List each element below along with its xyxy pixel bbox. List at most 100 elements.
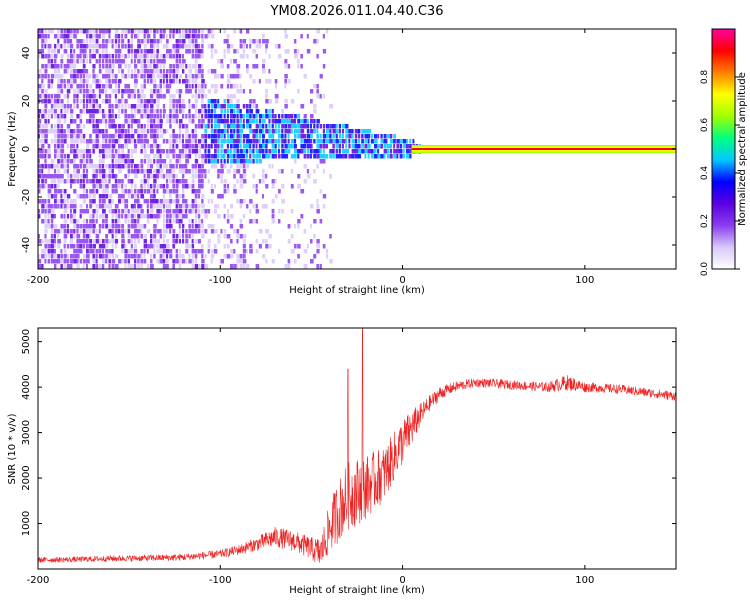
heatmap-cell [313, 39, 317, 44]
heatmap-cell [191, 64, 196, 69]
heatmap-cell [226, 244, 230, 249]
heatmap-cell [143, 144, 146, 149]
heatmap-cell [111, 134, 115, 139]
heatmap-cell [306, 144, 311, 149]
heatmap-cell [278, 144, 280, 149]
heatmap-cell [130, 134, 135, 139]
heatmap-cell [50, 194, 54, 199]
heatmap-cell [172, 44, 176, 49]
heatmap-cell [57, 94, 61, 99]
heatmap-cell [201, 244, 204, 249]
heatmap-cell [134, 164, 138, 169]
heatmap-cell [111, 234, 114, 239]
heatmap-cell [319, 134, 322, 139]
heatmap-cell [390, 134, 393, 139]
heatmap-cell [214, 109, 217, 114]
heatmap-cell [175, 139, 179, 144]
heatmap-cell [150, 29, 152, 34]
colorbar-tick-label: 0.6 [700, 118, 710, 133]
heatmap-cell [92, 129, 96, 134]
heatmap-cell [66, 79, 71, 84]
heatmap-cell [201, 34, 204, 39]
heatmap-cell [54, 49, 57, 54]
heatmap-cell [194, 239, 199, 244]
heatmap-cell [130, 94, 135, 99]
heatmap-cell [204, 109, 208, 114]
heatmap-cell [66, 124, 71, 129]
heatmap-cell [338, 134, 342, 139]
heatmap-cell [38, 179, 40, 184]
heatmap-cell [108, 194, 113, 199]
heatmap-cell [182, 194, 185, 199]
heatmap-cell [348, 129, 352, 134]
heatmap-cell [156, 214, 161, 219]
heatmap-cell [98, 59, 101, 64]
heatmap-cell [159, 214, 162, 219]
heatmap-cell [114, 54, 118, 59]
heatmap-cell [86, 204, 88, 209]
heatmap-cell [92, 54, 96, 59]
heatmap-cell [111, 199, 115, 204]
heatmap-cell [316, 139, 320, 144]
heatmap-cell [351, 134, 354, 139]
heatmap-cell [54, 264, 57, 269]
heatmap-cell [303, 149, 307, 154]
heatmap-cell [230, 94, 234, 99]
heatmap-cell [303, 144, 307, 149]
heatmap-cell [118, 184, 121, 189]
heatmap-cell [175, 154, 180, 159]
heatmap-cell [166, 204, 170, 209]
heatmap-cell [121, 214, 124, 219]
heatmap-cell [134, 79, 138, 84]
heatmap-cell [316, 239, 320, 244]
heatmap-cell [268, 69, 271, 74]
heatmap-cell [159, 64, 162, 69]
heatmap-cell [137, 229, 141, 234]
heatmap-cell [102, 254, 105, 259]
snr-y-tick-label: 1000 [21, 511, 32, 536]
heatmap-cell [242, 214, 246, 219]
heatmap-cell [290, 154, 295, 159]
heatmap-cell [156, 144, 160, 149]
heatmap-cell [175, 219, 180, 224]
heatmap-cell [70, 239, 74, 244]
heatmap-cell [98, 214, 103, 219]
heatmap-cell [143, 69, 148, 74]
heatmap-cell [166, 49, 170, 54]
heatmap-cell [358, 154, 362, 159]
heatmap-cell [105, 149, 109, 154]
heatmap-cell [124, 74, 128, 79]
heatmap-cell [236, 259, 240, 264]
heatmap-cell [143, 74, 146, 79]
heatmap-cell [242, 104, 246, 109]
heatmap-cell [130, 239, 134, 244]
heatmap-cell [217, 139, 220, 144]
heatmap-cell [364, 154, 367, 159]
heatmap-cell [230, 74, 234, 79]
heatmap-cell [332, 144, 335, 149]
heatmap-cell [172, 184, 176, 189]
heatmap-cell [255, 114, 258, 119]
heatmap-cell [262, 144, 266, 149]
heatmap-cell [95, 239, 100, 244]
heatmap-cell [182, 204, 186, 209]
heatmap-cell [236, 234, 239, 239]
heatmap-cell [89, 229, 92, 234]
heatmap-cell [233, 264, 237, 269]
heatmap-cell [207, 44, 212, 49]
heatmap-cell [63, 34, 68, 39]
heatmap-cell [50, 219, 54, 224]
heatmap-cell [98, 239, 102, 244]
heatmap-cell [57, 199, 61, 204]
heatmap-cell [230, 249, 234, 254]
heatmap-cell [162, 94, 166, 99]
heatmap-cell [137, 234, 140, 239]
heatmap-cell [217, 204, 220, 209]
heatmap-cell [89, 189, 93, 194]
heatmap-cell [105, 134, 109, 139]
heatmap-cell [159, 229, 162, 234]
heatmap-cell [313, 109, 317, 114]
heatmap-cell [294, 244, 297, 249]
heatmap-cell [185, 144, 189, 149]
heatmap-cell [223, 109, 227, 114]
